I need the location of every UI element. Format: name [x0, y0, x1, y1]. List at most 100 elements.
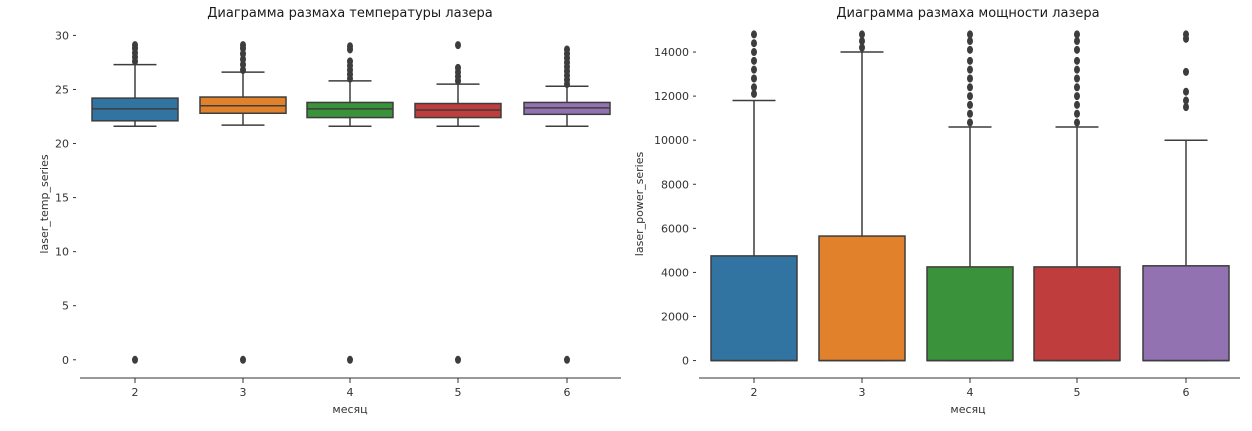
power-y-tick-label: 10000: [654, 134, 689, 147]
power-y-tick-label: 0: [682, 355, 689, 368]
outlier-point: [1183, 87, 1189, 96]
outlier-point: [1074, 118, 1080, 127]
power-box-month-5: [1033, 30, 1121, 362]
temperature-y-tick-label: 10: [55, 246, 69, 259]
temperature-box-month-5: [414, 41, 502, 364]
outlier-point: [967, 65, 973, 74]
temperature-y-tick-label: 25: [55, 83, 69, 96]
temperature-chart-title: Диаграмма размаха температуры лазера: [207, 6, 492, 21]
outlier-point: [1183, 30, 1189, 39]
outlier-point: [1183, 103, 1189, 112]
outlier-point: [751, 56, 757, 65]
power-y-tick-label: 2000: [661, 310, 689, 323]
outlier-point: [1074, 109, 1080, 118]
temperature-plot-area: 0 5 10 15 20 25 30 2 3 4 5 6: [55, 29, 611, 399]
outlier-point: [967, 83, 973, 92]
temperature-y-tick-label: 30: [55, 29, 69, 42]
outlier-point: [751, 30, 757, 39]
power-y-tick-label: 6000: [661, 222, 689, 235]
temperature-box-month-2: [91, 41, 179, 364]
outlier-point: [967, 56, 973, 65]
outlier-point: [455, 63, 461, 72]
temperature-y-tick-label: 20: [55, 138, 69, 151]
power-box-month-2: [710, 30, 798, 362]
power-x-label: месяц: [950, 403, 985, 416]
outlier-point: [751, 74, 757, 83]
temperature-x-tick-label: 4: [347, 386, 354, 399]
temperature-boxplot: Диаграмма размаха температуры лазера 0 5 1…: [38, 6, 621, 416]
temperature-x-label: месяц: [332, 403, 367, 416]
outlier-point: [967, 118, 973, 127]
outlier-point: [1074, 74, 1080, 83]
outlier-point: [751, 83, 757, 92]
temperature-box-month-4: [306, 42, 394, 364]
temperature-y-label: laser_temp_series: [38, 154, 51, 253]
temperature-y-tick-label: 0: [62, 354, 69, 367]
box-iqr: [306, 101, 394, 119]
temperature-y-tick-label: 15: [55, 192, 69, 205]
outlier-point: [967, 37, 973, 46]
power-x-tick-label: 4: [967, 386, 974, 399]
outlier-point: [1183, 96, 1189, 105]
outlier-point: [1074, 65, 1080, 74]
outlier-point: [1074, 30, 1080, 39]
temperature-y-tick-label: 5: [62, 300, 69, 313]
outlier-point: [967, 30, 973, 39]
outlier-point: [967, 109, 973, 118]
outlier-point: [455, 355, 461, 364]
outlier-point: [1074, 45, 1080, 54]
outlier-point: [751, 48, 757, 57]
outlier-point: [1074, 37, 1080, 46]
outlier-point: [859, 37, 865, 46]
power-y-tick-label: 12000: [654, 90, 689, 103]
box-iqr: [1033, 266, 1121, 362]
temperature-x-tick-label: 6: [564, 386, 571, 399]
power-x-tick-label: 5: [1074, 386, 1081, 399]
temperature-box-month-6: [523, 45, 611, 364]
outlier-point: [347, 42, 353, 51]
outlier-point: [347, 57, 353, 66]
outlier-point: [751, 89, 757, 98]
outlier-point: [564, 45, 570, 54]
outlier-point: [967, 45, 973, 54]
outlier-point: [455, 41, 461, 50]
power-x-tick-label: 2: [751, 386, 758, 399]
outlier-point: [1074, 83, 1080, 92]
power-chart-title: Диаграмма размаха мощности лазера: [836, 6, 1099, 21]
temperature-x-tick-label: 3: [240, 386, 247, 399]
outlier-point: [240, 355, 246, 364]
outlier-point: [1183, 67, 1189, 76]
outlier-point: [859, 30, 865, 39]
outlier-point: [751, 39, 757, 48]
power-y-tick-label: 4000: [661, 266, 689, 279]
outlier-point: [967, 74, 973, 83]
outlier-point: [751, 65, 757, 74]
temperature-box-month-3: [199, 41, 287, 364]
temperature-x-tick-label: 5: [455, 386, 462, 399]
outlier-point: [1074, 100, 1080, 109]
box-iqr: [1142, 265, 1230, 362]
outlier-point: [967, 100, 973, 109]
temperature-x-tick-label: 2: [132, 386, 139, 399]
box-iqr: [926, 266, 1014, 362]
box-iqr: [710, 255, 798, 362]
outlier-point: [967, 92, 973, 101]
power-box-month-4: [926, 30, 1014, 362]
power-x-tick-label: 3: [859, 386, 866, 399]
box-iqr: [818, 235, 906, 362]
power-y-tick-label: 14000: [654, 46, 689, 59]
outlier-point: [240, 41, 246, 50]
power-y-tick-label: 8000: [661, 178, 689, 191]
outlier-point: [132, 41, 138, 50]
outlier-point: [347, 355, 353, 364]
outlier-point: [132, 355, 138, 364]
outlier-point: [564, 355, 570, 364]
power-x-tick-label: 6: [1183, 386, 1190, 399]
power-boxplot: Диаграмма размаха мощности лазера 0 2000 4…: [633, 6, 1240, 416]
power-y-label: laser_power_series: [633, 152, 646, 257]
outlier-point: [1074, 56, 1080, 65]
power-plot-area: 0 2000 4000 6000 8000 10000 12000 14000 2 3 4 5 6: [654, 30, 1230, 399]
power-box-month-3: [818, 30, 906, 362]
power-box-month-6: [1142, 30, 1230, 362]
